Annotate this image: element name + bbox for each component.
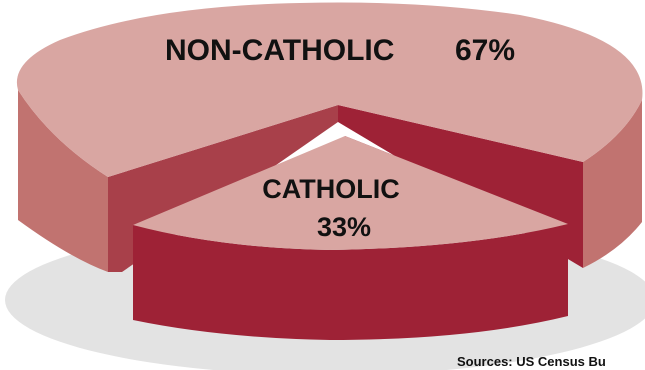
source-note: Sources: US Census Bu <box>457 354 606 369</box>
pie-value-non-catholic: 67% <box>455 34 515 67</box>
pie-label-catholic: CATHOLIC <box>262 174 399 204</box>
pie-slice-catholic-top <box>133 136 568 250</box>
pie-slice-catholic-side <box>133 224 568 340</box>
pie-slice-non-catholic-side <box>18 90 108 272</box>
pie-slice-non-catholic-side-right <box>583 100 642 268</box>
pie-value-catholic: 33% <box>317 212 371 242</box>
pie-slice-catholic <box>133 136 568 340</box>
pie-label-non-catholic: NON-CATHOLIC <box>165 34 394 67</box>
pie-slice-non-catholic-top <box>16 2 643 177</box>
